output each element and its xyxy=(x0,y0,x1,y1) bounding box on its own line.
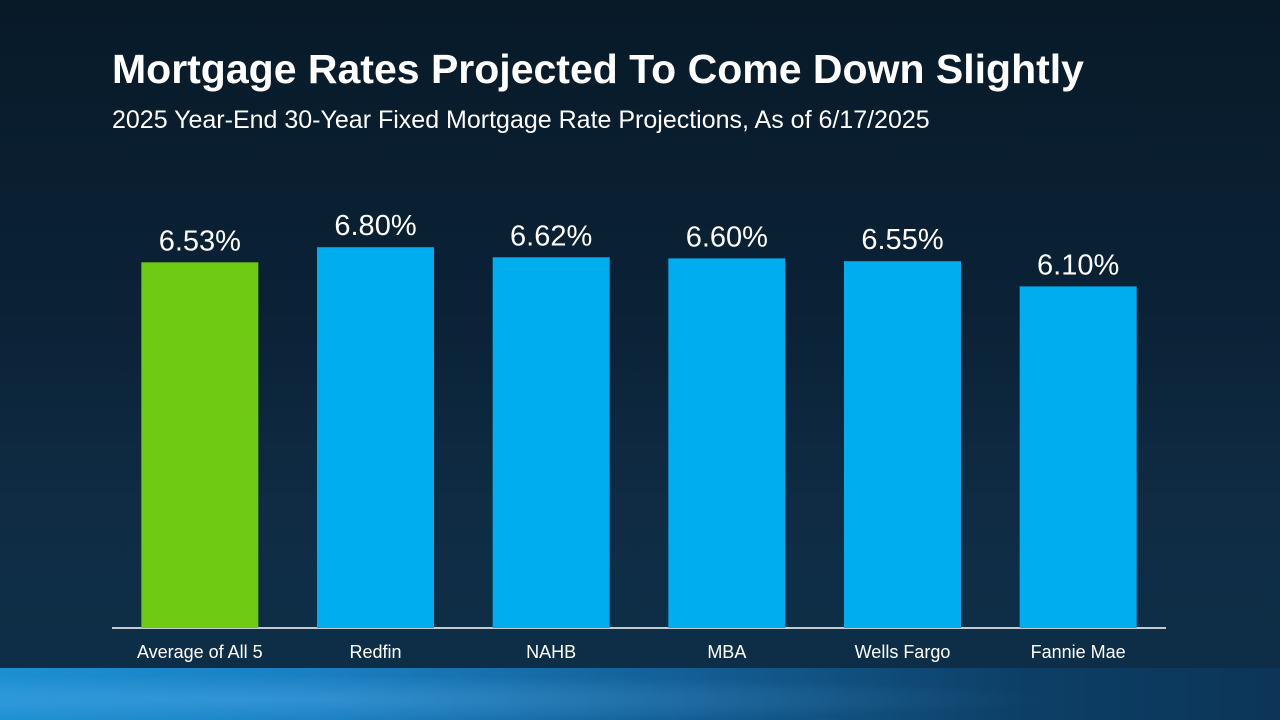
category-label-3: MBA xyxy=(707,642,746,662)
category-label-1: Redfin xyxy=(349,642,401,662)
value-label-4: 6.55% xyxy=(861,224,943,256)
bar-0 xyxy=(141,262,259,628)
bar-5 xyxy=(1019,286,1137,628)
value-label-2: 6.62% xyxy=(510,220,592,252)
value-label-1: 6.80% xyxy=(334,210,416,242)
value-label-3: 6.60% xyxy=(686,221,768,253)
bar-3 xyxy=(668,258,786,628)
category-label-4: Wells Fargo xyxy=(855,642,951,662)
value-label-0: 6.53% xyxy=(159,225,241,257)
chart-title: Mortgage Rates Projected To Come Down Sl… xyxy=(112,46,1084,92)
category-label-2: NAHB xyxy=(526,642,576,662)
category-label-0: Average of All 5 xyxy=(137,642,263,662)
bar-4 xyxy=(844,261,961,628)
footer-band xyxy=(0,668,1280,720)
bar-2 xyxy=(492,257,610,628)
category-label-5: Fannie Mae xyxy=(1031,642,1126,662)
value-label-5: 6.10% xyxy=(1037,249,1119,281)
bar-1 xyxy=(317,247,434,628)
chart-subtitle: 2025 Year-End 30-Year Fixed Mortgage Rat… xyxy=(112,106,930,134)
